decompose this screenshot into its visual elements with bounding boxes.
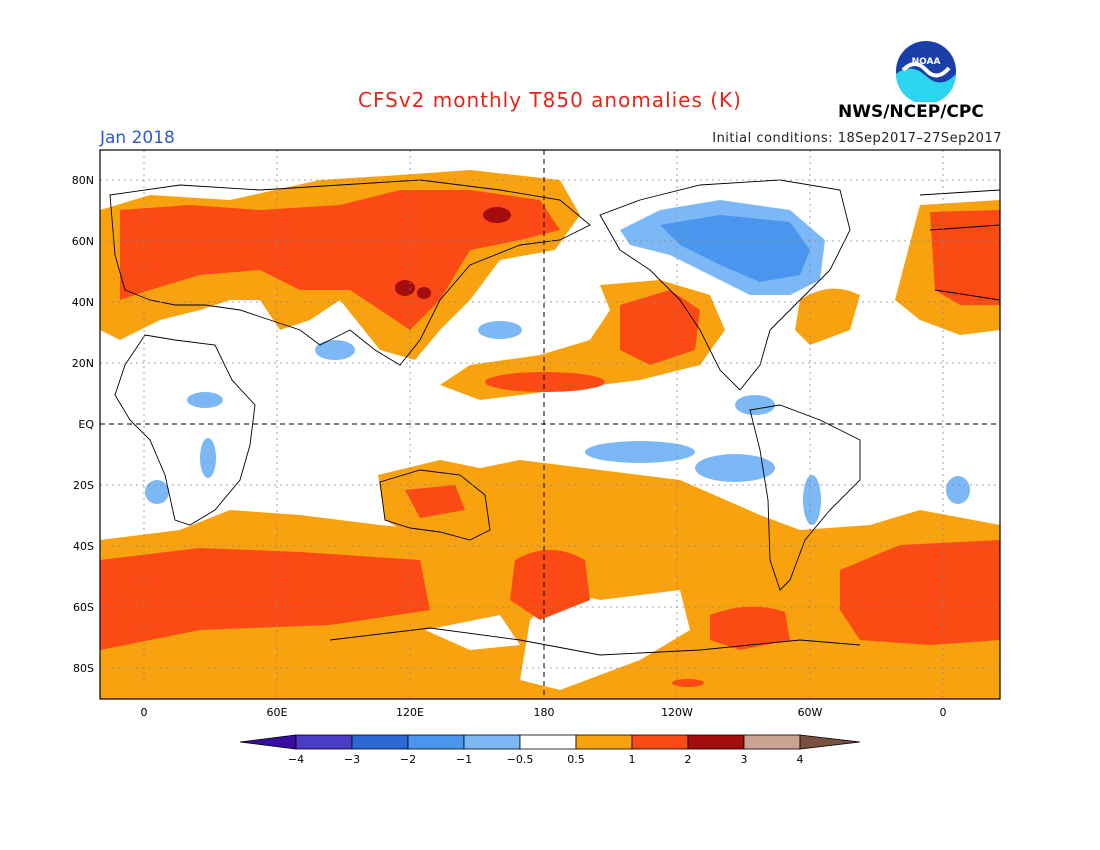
colorbar-segment [351, 734, 409, 750]
colorbar-segment [631, 734, 689, 750]
colorbar-segment [743, 734, 801, 750]
longitude-labels: 0 60E 120E 180 120W 60W 0 [141, 706, 947, 719]
colorbar-segment [519, 734, 577, 750]
agency-label: NWS/NCEP/CPC [838, 102, 984, 122]
lat-label: 80S [73, 662, 94, 675]
colorbar-labels: −4 −3 −2 −1 −0.5 0.5 1 2 3 4 [288, 753, 804, 766]
lat-label: 40N [72, 296, 94, 309]
anomaly-fields [100, 150, 1000, 699]
colorbar-label: −4 [288, 753, 304, 766]
svg-text:NOAA: NOAA [912, 57, 941, 67]
forecast-month: Jan 2018 [100, 128, 175, 148]
initial-conditions: Initial conditions: 18Sep2017–27Sep2017 [712, 131, 1002, 146]
lon-label: 60E [267, 706, 288, 719]
lat-label: 20S [73, 479, 94, 492]
lon-label: 120W [661, 706, 693, 719]
colorbar-label: −2 [400, 753, 416, 766]
lon-label: 120E [396, 706, 424, 719]
colorbar-label: 1 [629, 753, 636, 766]
map-frame [99, 149, 1001, 700]
latitude-labels: 80N 60N 40N 20N EQ 20S 40S 60S 80S [72, 174, 95, 675]
colorbar-label: −0.5 [507, 753, 534, 766]
lat-label: EQ [78, 418, 94, 431]
colorbar-label: 4 [797, 753, 804, 766]
coastlines [109, 179, 1000, 656]
colorbar-label: −1 [456, 753, 472, 766]
lat-label: 60S [73, 601, 94, 614]
lon-label: 180 [534, 706, 555, 719]
colorbar-label: −3 [344, 753, 360, 766]
lat-label: 60N [72, 235, 94, 248]
colorbar-segment [463, 734, 521, 750]
noaa-logo: NOAA [896, 41, 956, 102]
lon-label: 0 [141, 706, 148, 719]
lon-label: 60W [798, 706, 823, 719]
colorbar-segment [687, 734, 745, 750]
colorbar-segment [575, 734, 633, 750]
lat-label: 20N [72, 357, 94, 370]
colorbar [239, 734, 861, 750]
colorbar-arrow-high [799, 734, 861, 750]
colorbar-arrow-low [239, 734, 297, 750]
colorbar-label: 2 [685, 753, 692, 766]
lat-label: 80N [72, 174, 94, 187]
lon-label: 0 [940, 706, 947, 719]
colorbar-segment [407, 734, 465, 750]
graticule [100, 150, 1000, 699]
map-title: CFSv2 monthly T850 anomalies (K) [358, 88, 742, 112]
colorbar-label: 3 [741, 753, 748, 766]
colorbar-segment [295, 734, 353, 750]
colorbar-label: 0.5 [567, 753, 585, 766]
lat-label: 40S [73, 540, 94, 553]
